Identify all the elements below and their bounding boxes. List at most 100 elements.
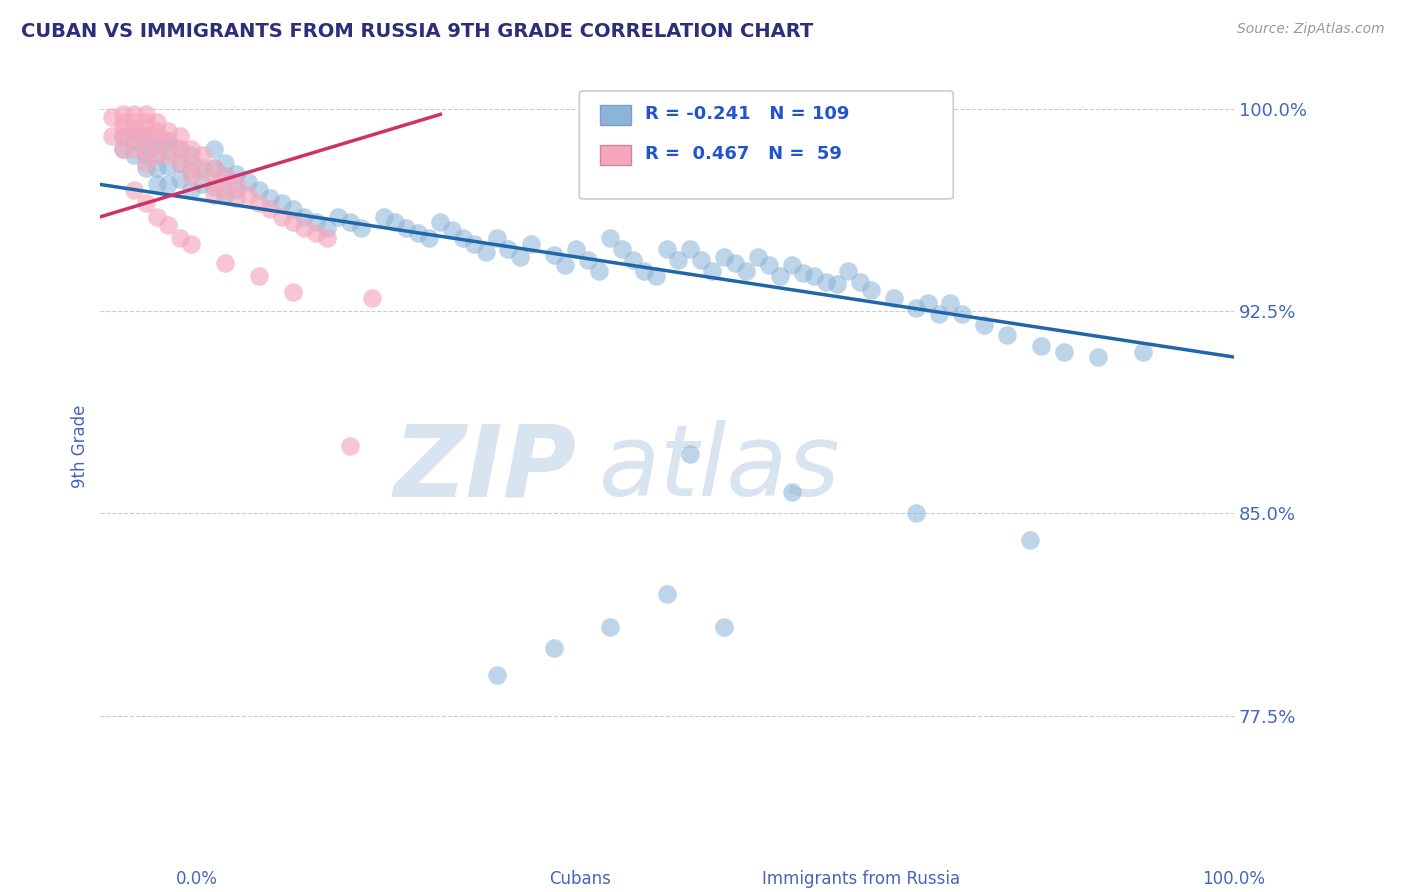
Point: [339, 439, 361, 453]
Point: [135, 156, 157, 170]
Point: [316, 220, 339, 235]
Point: [621, 252, 644, 267]
Point: [214, 188, 236, 202]
Point: [644, 269, 666, 284]
Point: [180, 142, 202, 156]
Point: [758, 258, 780, 272]
Point: [124, 142, 146, 156]
Point: [146, 161, 169, 176]
Point: [610, 242, 633, 256]
Text: atlas: atlas: [599, 420, 841, 517]
Point: [146, 136, 169, 151]
Point: [328, 210, 350, 224]
Point: [157, 218, 180, 232]
Point: [111, 120, 134, 135]
Point: [509, 250, 531, 264]
Point: [860, 283, 883, 297]
Point: [146, 210, 169, 224]
Point: [803, 269, 825, 284]
Point: [124, 123, 146, 137]
Point: [270, 196, 292, 211]
Text: ZIP: ZIP: [394, 420, 576, 517]
Point: [146, 123, 169, 137]
Point: [157, 178, 180, 192]
Point: [135, 120, 157, 135]
Point: [735, 264, 758, 278]
Point: [1053, 344, 1076, 359]
Point: [146, 148, 169, 162]
Point: [917, 296, 939, 310]
Point: [111, 128, 134, 143]
Point: [124, 115, 146, 129]
Point: [180, 148, 202, 162]
Point: [668, 252, 690, 267]
Point: [146, 148, 169, 162]
Point: [157, 123, 180, 137]
Point: [169, 128, 191, 143]
Point: [111, 115, 134, 129]
Text: Source: ZipAtlas.com: Source: ZipAtlas.com: [1237, 22, 1385, 37]
Point: [124, 134, 146, 148]
Point: [1132, 344, 1154, 359]
Point: [146, 128, 169, 143]
Point: [825, 277, 848, 292]
Point: [690, 252, 713, 267]
Point: [169, 156, 191, 170]
Point: [180, 169, 202, 184]
Point: [146, 134, 169, 148]
Point: [169, 142, 191, 156]
Text: Cubans: Cubans: [548, 870, 612, 888]
Point: [191, 161, 214, 176]
Point: [520, 236, 543, 251]
Point: [406, 226, 429, 240]
Point: [973, 318, 995, 332]
Point: [124, 120, 146, 135]
Text: R = -0.241   N = 109: R = -0.241 N = 109: [645, 105, 849, 123]
Point: [124, 183, 146, 197]
Point: [247, 183, 270, 197]
Point: [202, 180, 225, 194]
Point: [633, 264, 655, 278]
Point: [100, 128, 122, 143]
Point: [1087, 350, 1109, 364]
Point: [135, 107, 157, 121]
Point: [292, 210, 315, 224]
Y-axis label: 9th Grade: 9th Grade: [72, 404, 89, 488]
Point: [451, 231, 474, 245]
Point: [588, 264, 610, 278]
Point: [498, 242, 520, 256]
Point: [848, 275, 870, 289]
Point: [259, 191, 281, 205]
Point: [418, 231, 440, 245]
Point: [202, 175, 225, 189]
Point: [111, 142, 134, 156]
Point: [202, 142, 225, 156]
Point: [713, 250, 735, 264]
Point: [565, 242, 588, 256]
Point: [259, 202, 281, 216]
Point: [950, 307, 973, 321]
Point: [463, 236, 485, 251]
Point: [157, 134, 180, 148]
Point: [679, 447, 702, 461]
Point: [157, 159, 180, 173]
Point: [995, 328, 1018, 343]
Point: [679, 242, 702, 256]
Point: [702, 264, 724, 278]
Point: [180, 156, 202, 170]
Point: [814, 275, 837, 289]
Point: [225, 178, 247, 192]
Point: [655, 587, 678, 601]
Point: [543, 247, 565, 261]
Point: [214, 255, 236, 269]
Point: [157, 134, 180, 148]
Point: [395, 220, 418, 235]
Point: [792, 267, 814, 281]
Point: [111, 142, 134, 156]
Text: 0.0%: 0.0%: [176, 870, 218, 888]
Point: [905, 507, 928, 521]
Point: [281, 215, 304, 229]
Point: [202, 161, 225, 176]
Text: R =  0.467   N =  59: R = 0.467 N = 59: [645, 145, 842, 163]
Point: [202, 188, 225, 202]
